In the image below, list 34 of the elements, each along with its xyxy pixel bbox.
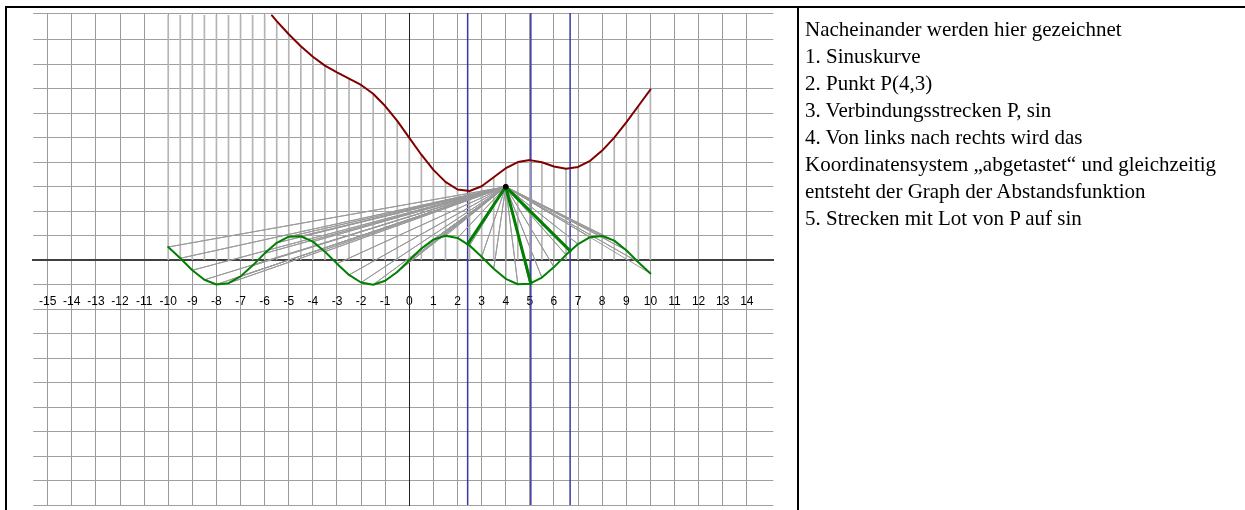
- x-tick-label: 8: [598, 293, 606, 308]
- x-tick-label: 4: [502, 293, 510, 308]
- x-tick-label: -6: [259, 293, 271, 308]
- text: 3. Verbindungsstrecken P, sin: [805, 97, 1053, 124]
- x-tick-label: 6: [550, 293, 558, 308]
- x-tick-label: 14: [740, 293, 754, 308]
- x-tick-label: 2: [454, 293, 462, 308]
- x-tick-label: 12: [691, 293, 706, 308]
- x-tick-label: 9: [622, 293, 630, 308]
- x-tick-label: -8: [211, 293, 223, 308]
- text: 1. Sinuskurve: [805, 43, 922, 70]
- text: Nacheinander werden hier gezeichnet: [805, 16, 1123, 43]
- x-tick-label: 10: [643, 293, 658, 308]
- x-tick-label: -15: [39, 293, 57, 308]
- x-tick-label: 3: [478, 293, 486, 308]
- text: 2. Punkt P(4,3): [805, 70, 934, 97]
- x-tick-label: 7: [574, 293, 582, 308]
- x-tick-label: 13: [716, 293, 730, 308]
- text: 5. Strecken mit Lot von P auf sin: [805, 205, 1083, 232]
- x-tick-label: -12: [111, 293, 129, 308]
- x-tick-label: -7: [235, 293, 247, 308]
- x-tick-label: -4: [307, 293, 319, 308]
- x-tick-label: -14: [63, 293, 81, 308]
- x-tick-label: 11: [668, 293, 682, 308]
- x-tick-label: -9: [187, 293, 198, 308]
- x-tick-label: -1: [379, 293, 391, 308]
- x-tick-label: -11: [135, 293, 153, 308]
- x-tick-label: -10: [159, 293, 178, 308]
- text: 4. Von links nach rechts wird das Koordinatensystem „abgetastet“ und gleichzeitig entsteht der Graph der Abstandsfunktion: [805, 124, 1218, 205]
- x-tick-label: -2: [355, 293, 367, 308]
- x-tick-label: 1: [430, 293, 438, 308]
- x-tick-label: -13: [87, 293, 105, 308]
- x-tick-label: -5: [283, 293, 295, 308]
- x-tick-label: -3: [331, 293, 343, 308]
